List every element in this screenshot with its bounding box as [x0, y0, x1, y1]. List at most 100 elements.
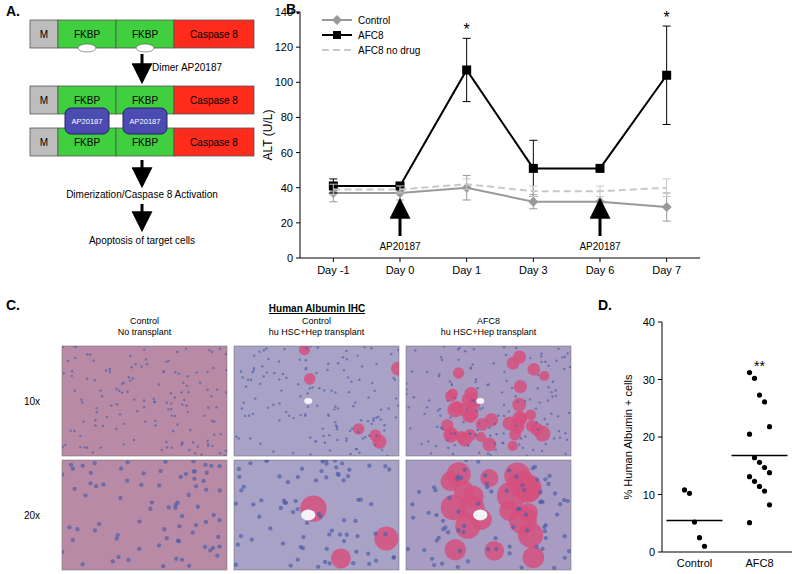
nucleus	[546, 482, 550, 486]
nucleus	[67, 360, 69, 362]
nucleus	[206, 389, 208, 391]
nucleus	[453, 444, 455, 446]
nucleus	[140, 365, 142, 367]
construct-domain	[174, 20, 254, 48]
nucleus	[201, 479, 205, 483]
vessel	[476, 398, 484, 404]
nucleus	[167, 408, 169, 410]
nucleus	[456, 565, 460, 569]
x-tick-label: Control	[677, 557, 712, 569]
nucleus	[165, 402, 167, 404]
nucleus	[351, 427, 353, 429]
nucleus	[203, 463, 207, 467]
nucleus	[115, 388, 117, 390]
nucleus	[540, 361, 542, 363]
nucleus	[211, 420, 213, 422]
nucleus	[495, 433, 497, 435]
nucleus	[251, 502, 255, 506]
nucleus	[447, 447, 449, 449]
nucleus	[194, 523, 198, 527]
nucleus	[242, 402, 244, 404]
nucleus	[161, 449, 163, 451]
albumin-cell	[476, 418, 489, 431]
nucleus	[289, 563, 293, 567]
nucleus	[547, 386, 549, 388]
nucleus	[327, 363, 329, 365]
nucleus	[547, 474, 551, 478]
nucleus	[95, 407, 97, 409]
y-tick-label: 30	[643, 374, 655, 386]
nucleus	[196, 371, 198, 373]
y-tick	[296, 187, 300, 188]
albumin-cell	[391, 362, 399, 376]
nucleus	[264, 460, 268, 463]
nucleus	[204, 520, 208, 524]
nucleus	[450, 432, 452, 434]
nucleus	[420, 443, 422, 445]
nucleus	[463, 468, 467, 472]
nucleus	[144, 421, 146, 423]
error-bar	[529, 186, 537, 197]
nucleus	[212, 513, 216, 517]
nucleus	[566, 499, 570, 503]
domain-label: FKBP	[132, 95, 158, 106]
nucleus	[267, 358, 269, 360]
nucleus	[183, 399, 185, 401]
nucleus	[336, 472, 340, 476]
nucleus	[501, 391, 503, 393]
nucleus	[121, 391, 123, 393]
nucleus	[253, 367, 255, 369]
nucleus	[374, 559, 378, 563]
nucleus	[354, 401, 356, 403]
nucleus	[235, 436, 237, 438]
nucleus	[105, 369, 107, 371]
nucleus	[390, 353, 392, 355]
nucleus	[71, 467, 75, 471]
nucleus	[265, 460, 269, 463]
nucleus	[324, 475, 328, 479]
nucleus	[62, 472, 64, 476]
nucleus	[69, 429, 71, 431]
nucleus	[187, 564, 191, 568]
nucleus	[438, 375, 440, 377]
domain-label: M	[40, 95, 48, 106]
nucleus	[428, 399, 430, 401]
y-axis-label: % Human Albumin + cells	[622, 374, 634, 500]
nucleus	[162, 527, 166, 531]
nucleus	[458, 549, 462, 553]
nucleus	[79, 435, 81, 437]
nucleus	[553, 437, 555, 439]
nucleus	[394, 379, 396, 381]
nucleus	[356, 354, 358, 356]
domain-label: FKBP	[74, 29, 100, 40]
nucleus	[476, 460, 480, 464]
legend-marker	[333, 31, 341, 39]
nucleus	[410, 502, 414, 506]
nucleus	[225, 391, 227, 393]
nucleus	[93, 528, 97, 532]
nucleus	[456, 528, 460, 532]
nucleus	[100, 389, 102, 391]
nucleus	[381, 449, 383, 451]
nucleus	[336, 428, 338, 430]
nucleus	[464, 350, 466, 352]
error-bar	[329, 184, 337, 195]
nucleus	[133, 398, 135, 400]
nucleus	[426, 511, 430, 515]
nucleus	[352, 405, 354, 407]
nucleus	[522, 447, 524, 449]
nucleus	[123, 443, 125, 445]
nucleus	[153, 401, 155, 403]
series-line	[333, 70, 666, 186]
nucleus	[483, 473, 487, 477]
nucleus	[392, 377, 394, 379]
nucleus	[446, 439, 448, 441]
nucleus	[234, 502, 238, 506]
nucleus	[333, 408, 335, 410]
nucleus	[319, 514, 323, 518]
nucleus	[408, 406, 410, 408]
column-header: Control	[302, 316, 331, 326]
nucleus	[181, 442, 183, 444]
nucleus	[317, 346, 319, 348]
nucleus	[470, 367, 472, 369]
